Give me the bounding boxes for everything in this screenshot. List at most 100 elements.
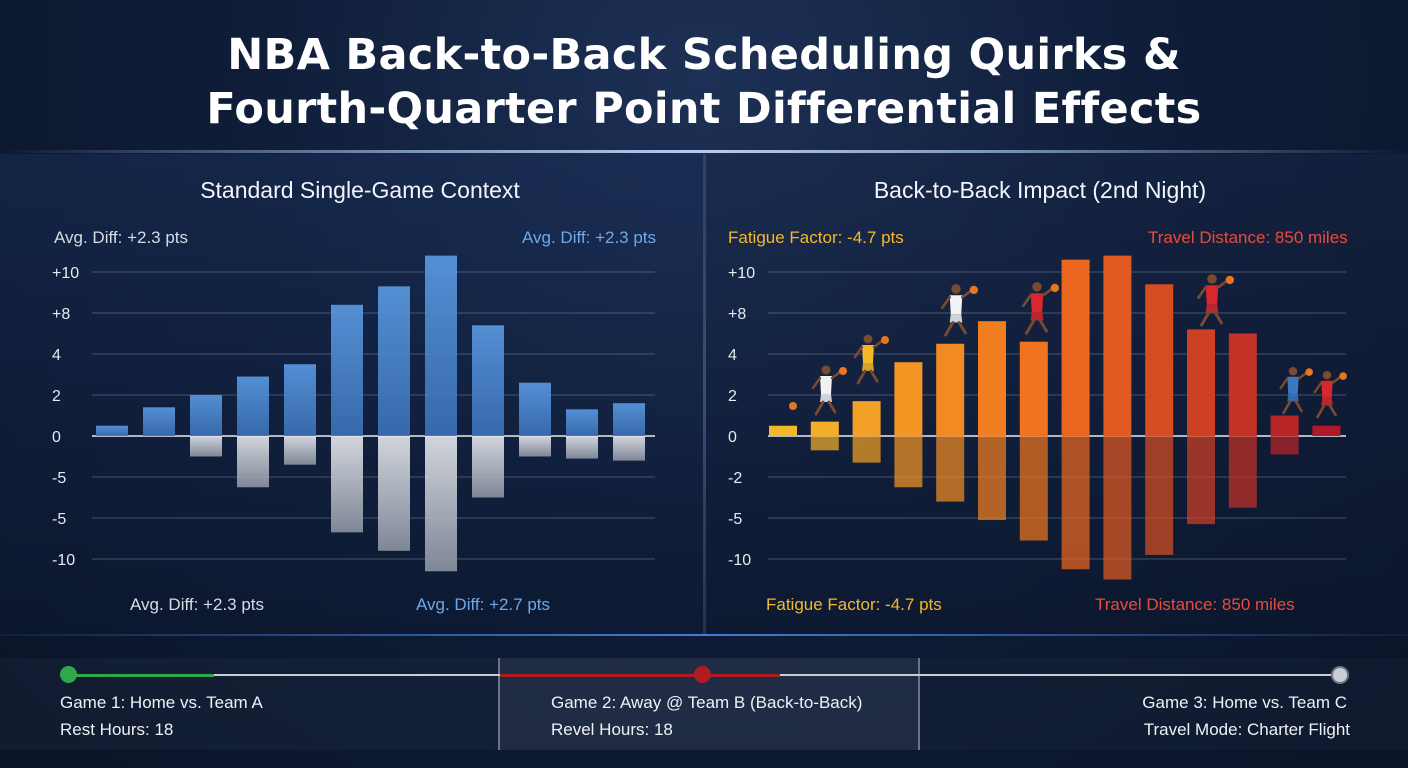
timeline-divider-2	[918, 658, 920, 750]
right-ytick-label: 2	[728, 388, 737, 405]
timeline-game-1	[0, 658, 498, 750]
timeline-green-segment	[68, 674, 214, 677]
right-annotation-bottom-right: Travel Distance: 850 miles	[1095, 595, 1295, 614]
right-bar-negative	[1187, 436, 1215, 525]
right-ytick-label: -2	[728, 470, 742, 487]
right-bar-positive	[769, 425, 797, 436]
left-bar-positive	[425, 255, 457, 436]
left-bar-negative	[519, 436, 551, 457]
right-bar-positive	[810, 421, 839, 436]
right-bar-positive	[1312, 425, 1341, 436]
basketball-player-icon	[941, 284, 979, 337]
charts-svg: +10 +8 4 2 0 -5 -5 -10 +10 +8 4 2 0 -2 -5 -10	[52, 255, 1347, 580]
title-line-2: Fourth-Quarter Point Differential Effect…	[206, 84, 1202, 134]
left-bar-negative	[566, 436, 598, 459]
left-bar-positive	[190, 395, 222, 436]
left-annotation-bottom-left: Avg. Diff: +2.3 pts	[130, 595, 265, 614]
left-bar-positive	[143, 407, 175, 436]
right-ytick-label: -10	[728, 552, 751, 569]
right-bar-negative	[978, 436, 1006, 521]
left-bar-positive	[284, 364, 316, 436]
right-bar-positive	[978, 321, 1006, 436]
left-bar-negative	[378, 436, 410, 551]
basketball-player-icon	[1313, 370, 1347, 419]
right-bar-negative	[936, 436, 965, 502]
left-ytick-label: -10	[52, 552, 75, 569]
basketball-icon	[789, 402, 797, 410]
player-figures	[789, 274, 1347, 419]
game-3-detail: Travel Mode: Charter Flight	[1143, 720, 1350, 739]
left-bar-negative	[237, 436, 269, 488]
game-1-detail: Rest Hours: 18	[60, 720, 174, 739]
left-bar-negative	[284, 436, 316, 465]
game-3-marker[interactable]	[1331, 666, 1349, 684]
left-panel-title: Standard Single-Game Context	[200, 177, 520, 203]
basketball-player-icon	[1197, 274, 1235, 327]
left-ytick-label: 4	[52, 347, 61, 364]
left-bar-negative	[425, 436, 457, 572]
left-annotation-top-left: Avg. Diff: +2.3 pts	[54, 228, 189, 247]
left-bar-positive	[378, 286, 410, 436]
left-ytick-label: 0	[52, 429, 61, 446]
basketball-player-icon	[853, 334, 889, 385]
right-bar-positive	[1187, 329, 1215, 436]
right-bar-negative	[894, 436, 923, 488]
left-annotation-top-right: Avg. Diff: +2.3 pts	[522, 228, 657, 247]
game-2-detail: Revel Hours: 18	[551, 720, 673, 739]
left-bar-negative	[472, 436, 504, 498]
title-line-1: NBA Back-to-Back Scheduling Quirks &	[227, 30, 1181, 80]
left-bar-negative	[190, 436, 222, 457]
right-bar-positive	[936, 343, 965, 436]
right-annotation-top-right: Travel Distance: 850 miles	[1148, 228, 1348, 247]
left-ytick-label: +10	[52, 265, 79, 282]
right-bar-positive	[852, 401, 881, 436]
right-bars	[769, 255, 1341, 580]
right-ytick-label: 4	[728, 347, 737, 364]
right-annotation-top-left: Fatigue Factor: -4.7 pts	[728, 228, 904, 247]
basketball-player-icon	[1279, 366, 1313, 415]
left-bar-positive	[237, 376, 269, 436]
right-bar-negative	[1019, 436, 1048, 541]
basketball-player-icon	[1022, 282, 1060, 335]
left-annotation-bottom-right: Avg. Diff: +2.7 pts	[416, 595, 551, 614]
left-bar-negative	[613, 436, 645, 461]
right-bar-negative	[1061, 436, 1090, 570]
game-2-title: Game 2: Away @ Team B (Back-to-Back)	[551, 693, 863, 712]
header-separator	[0, 150, 1408, 153]
left-bar-positive	[96, 425, 128, 436]
right-annotation-bottom-left: Fatigue Factor: -4.7 pts	[766, 595, 942, 614]
right-bar-positive	[1228, 333, 1257, 436]
right-ytick-label: +10	[728, 265, 755, 282]
right-ytick-label: -5	[728, 511, 742, 528]
game-timeline: Game 1: Home vs. Team A Rest Hours: 18 G…	[0, 658, 1408, 768]
right-bar-positive	[894, 362, 923, 436]
timeline-glow	[0, 634, 1408, 636]
timeline-divider-1	[498, 658, 500, 750]
right-panel-title: Back-to-Back Impact (2nd Night)	[873, 177, 1207, 203]
left-ytick-label: -5	[52, 511, 66, 528]
right-bar-positive	[1061, 259, 1090, 436]
right-ytick-label: 0	[728, 429, 737, 446]
basketball-player-icon	[811, 365, 847, 416]
left-bar-positive	[613, 403, 645, 436]
game-1-marker[interactable]	[60, 666, 77, 683]
left-bar-positive	[331, 304, 363, 436]
left-ytick-label: +8	[52, 306, 70, 323]
timeline-game-3	[920, 658, 1408, 750]
right-bar-negative	[810, 436, 839, 451]
right-bar-negative	[1270, 436, 1299, 455]
left-bar-positive	[566, 409, 598, 436]
right-ytick-label: +8	[728, 306, 746, 323]
left-bars	[96, 255, 645, 572]
game-2-marker[interactable]	[694, 666, 711, 683]
right-bar-negative	[1228, 436, 1257, 508]
game-1-title: Game 1: Home vs. Team A	[60, 693, 263, 712]
left-ytick-label: 2	[52, 388, 61, 405]
game-3-title: Game 3: Home vs. Team C	[1142, 693, 1347, 712]
right-bar-positive	[1103, 255, 1132, 436]
left-bar-positive	[472, 325, 504, 436]
right-bar-positive	[1145, 284, 1174, 436]
left-bar-positive	[519, 382, 551, 436]
right-bar-positive	[1270, 415, 1299, 436]
page-title: NBA Back-to-Back Scheduling Quirks & Fou…	[0, 28, 1408, 136]
